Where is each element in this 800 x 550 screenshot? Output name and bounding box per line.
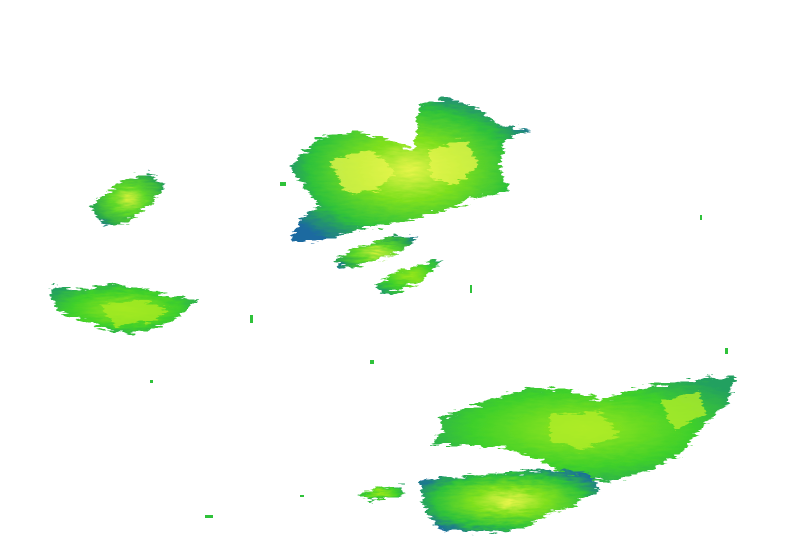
speckle bbox=[150, 380, 153, 383]
echo bbox=[376, 258, 445, 294]
echo-core bbox=[660, 392, 705, 430]
echo bbox=[290, 98, 530, 242]
echo bbox=[92, 172, 165, 226]
speckle bbox=[250, 315, 253, 323]
speckle bbox=[470, 285, 472, 293]
echo bbox=[420, 470, 600, 532]
speckle bbox=[370, 360, 374, 364]
echo-core bbox=[550, 412, 620, 450]
echo bbox=[356, 486, 405, 500]
speckle bbox=[725, 348, 728, 354]
echo-core bbox=[430, 140, 480, 185]
speckle bbox=[205, 515, 213, 518]
speckle bbox=[280, 182, 286, 186]
echo-core bbox=[100, 300, 170, 325]
speckle bbox=[300, 495, 304, 497]
echo-core bbox=[330, 150, 395, 192]
speckles bbox=[150, 182, 728, 518]
echo bbox=[335, 236, 418, 270]
echo-group bbox=[50, 98, 735, 532]
speckle bbox=[700, 215, 702, 220]
